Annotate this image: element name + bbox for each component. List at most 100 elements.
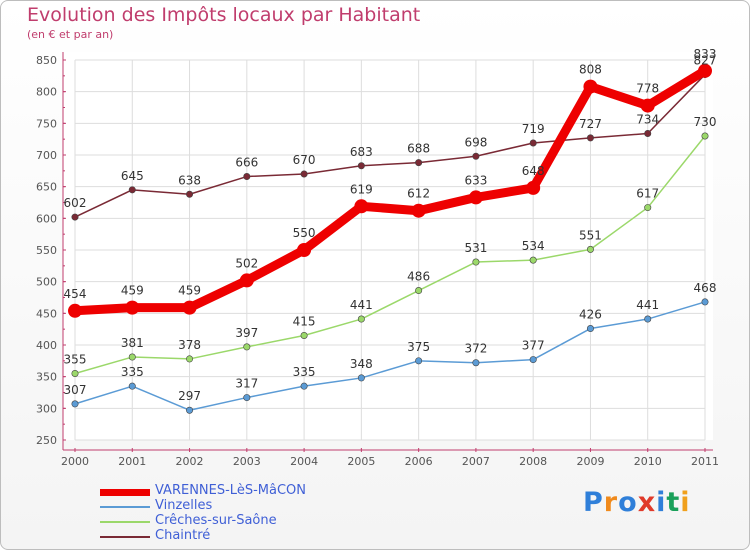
x-tick-label: 2006 bbox=[405, 455, 433, 468]
data-point bbox=[186, 406, 194, 414]
x-tick-label: 2000 bbox=[61, 455, 89, 468]
legend-swatch-chaintre bbox=[100, 536, 150, 538]
logo-letter: o bbox=[618, 487, 638, 518]
series-line-2 bbox=[74, 135, 706, 375]
data-point bbox=[526, 180, 541, 195]
data-point bbox=[71, 369, 79, 377]
series-line-3 bbox=[74, 73, 706, 218]
x-tick-label: 2008 bbox=[519, 455, 547, 468]
legend-swatch-creches bbox=[100, 521, 150, 523]
data-point bbox=[644, 129, 652, 137]
y-tick-label: 350 bbox=[36, 371, 57, 384]
data-point bbox=[583, 79, 598, 94]
data-label: 808 bbox=[579, 63, 602, 77]
data-point bbox=[300, 331, 308, 339]
data-label: 688 bbox=[407, 142, 430, 156]
data-label: 348 bbox=[350, 357, 373, 371]
data-point bbox=[128, 186, 136, 194]
data-point bbox=[644, 204, 652, 212]
data-point bbox=[354, 199, 369, 214]
y-tick-label: 700 bbox=[36, 149, 57, 162]
logo-letter: i bbox=[680, 487, 691, 518]
data-point bbox=[468, 190, 483, 205]
data-point bbox=[701, 132, 709, 140]
data-point bbox=[243, 394, 251, 402]
data-point bbox=[586, 245, 594, 253]
data-point bbox=[472, 359, 480, 367]
data-label: 459 bbox=[178, 284, 201, 298]
plot-area bbox=[63, 52, 713, 440]
data-label: 397 bbox=[235, 326, 258, 340]
data-label: 534 bbox=[522, 239, 545, 253]
data-label: 827 bbox=[694, 54, 717, 68]
data-label: 833 bbox=[694, 47, 717, 61]
data-point bbox=[472, 152, 480, 160]
y-tick-label: 250 bbox=[36, 434, 57, 447]
data-point bbox=[357, 315, 365, 323]
data-label: 335 bbox=[293, 365, 316, 379]
data-point bbox=[300, 382, 308, 390]
data-point bbox=[239, 273, 254, 288]
data-label: 551 bbox=[579, 228, 602, 242]
data-label: 730 bbox=[694, 115, 717, 129]
legend-label-vinzelles: Vinzelles bbox=[155, 498, 213, 513]
data-label: 666 bbox=[235, 156, 258, 170]
legend-label-chaintre: Chaintré bbox=[155, 528, 211, 543]
data-label: 531 bbox=[464, 241, 487, 255]
x-tick-label: 2001 bbox=[118, 455, 146, 468]
data-label: 648 bbox=[522, 164, 545, 178]
data-point bbox=[71, 400, 79, 408]
y-tick-label: 800 bbox=[36, 86, 57, 99]
x-tick-label: 2011 bbox=[691, 455, 719, 468]
data-label: 377 bbox=[522, 339, 545, 353]
data-point bbox=[586, 134, 594, 142]
data-label: 698 bbox=[464, 135, 487, 149]
data-label: 683 bbox=[350, 145, 373, 159]
y-tick-label: 550 bbox=[36, 244, 57, 257]
y-tick-label: 600 bbox=[36, 212, 57, 225]
data-label: 415 bbox=[293, 315, 316, 329]
y-tick-label: 750 bbox=[36, 117, 57, 130]
x-tick-label: 2009 bbox=[576, 455, 604, 468]
data-point bbox=[186, 355, 194, 363]
y-tick-label: 450 bbox=[36, 307, 57, 320]
legend-label-varennes: VARENNES-LèS-MâCON bbox=[155, 483, 306, 498]
data-point bbox=[640, 98, 655, 113]
x-tick-label: 2007 bbox=[462, 455, 490, 468]
data-point bbox=[243, 173, 251, 181]
data-point bbox=[297, 243, 312, 257]
data-point bbox=[529, 356, 537, 364]
data-point bbox=[586, 325, 594, 333]
logo-letter: r bbox=[603, 487, 619, 518]
data-label: 502 bbox=[235, 256, 258, 270]
legend-label-creches: Crêches-sur-Saône bbox=[155, 513, 277, 528]
chart-title: Evolution des Impôts locaux par Habitant bbox=[27, 4, 421, 26]
data-label: 734 bbox=[636, 112, 659, 126]
data-label: 454 bbox=[64, 287, 87, 301]
data-label: 441 bbox=[636, 298, 659, 312]
data-label: 633 bbox=[464, 173, 487, 187]
data-point bbox=[128, 353, 136, 361]
data-label: 468 bbox=[694, 281, 717, 295]
data-label: 645 bbox=[121, 169, 144, 183]
data-point bbox=[529, 256, 537, 264]
data-point bbox=[243, 343, 251, 351]
data-label: 670 bbox=[293, 153, 316, 167]
data-point bbox=[357, 162, 365, 170]
data-label: 602 bbox=[64, 196, 87, 210]
x-tick-label: 2003 bbox=[233, 455, 261, 468]
data-point bbox=[125, 300, 140, 315]
data-label: 381 bbox=[121, 336, 144, 350]
data-label: 378 bbox=[178, 338, 201, 352]
data-label: 727 bbox=[579, 117, 602, 131]
y-tick-label: 650 bbox=[36, 181, 57, 194]
legend-swatch-varennes bbox=[100, 489, 150, 496]
data-point bbox=[701, 298, 709, 306]
data-point bbox=[644, 315, 652, 323]
logo-letter: i bbox=[656, 487, 667, 518]
data-point bbox=[300, 170, 308, 178]
data-label: 372 bbox=[464, 342, 487, 356]
x-tick-label: 2004 bbox=[290, 455, 318, 468]
y-tick-label: 300 bbox=[36, 402, 57, 415]
series-line-1 bbox=[74, 301, 706, 411]
